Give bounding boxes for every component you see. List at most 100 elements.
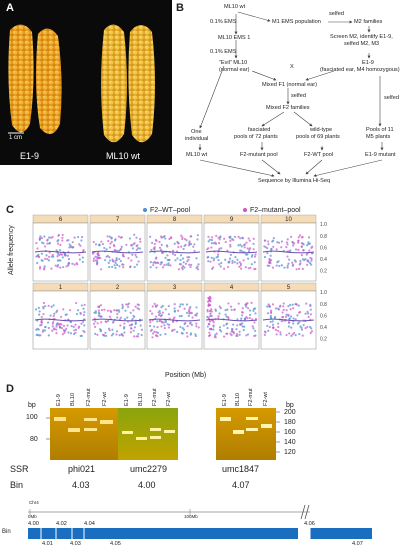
wt-point	[152, 325, 156, 328]
wt-point	[61, 256, 64, 259]
wt-point	[58, 248, 62, 252]
mutant-point	[168, 237, 171, 241]
wt-point	[239, 262, 242, 265]
wt-point	[272, 239, 275, 242]
fc-selfed-mid: selfed	[291, 93, 306, 99]
wt-point	[220, 261, 223, 265]
mutant-point	[190, 311, 193, 315]
wt-point	[247, 257, 250, 260]
mutant-point	[294, 248, 298, 251]
mutant-point	[211, 267, 214, 270]
mutant-point	[136, 303, 139, 306]
mutant-point	[106, 309, 110, 312]
mutant-point	[154, 257, 157, 260]
wt-point	[225, 315, 228, 318]
wt-point	[123, 318, 127, 321]
mutant-point	[275, 248, 278, 251]
fc-f2-wt-pool: F2-WT pool	[304, 152, 334, 158]
mutant-point	[154, 304, 157, 307]
wt-point	[70, 325, 73, 328]
wt-point	[252, 327, 255, 330]
mutant-point	[161, 266, 165, 269]
wt-point	[197, 263, 200, 266]
mutant-point	[110, 240, 113, 243]
mutant-point	[38, 237, 41, 240]
mutant-point	[253, 255, 257, 258]
wt-point	[279, 333, 282, 336]
mutant-point	[295, 268, 298, 271]
mutant-point	[61, 236, 64, 239]
bin-bottom-4-03: 4.03	[70, 541, 81, 547]
wt-point	[121, 305, 125, 308]
wt-point	[47, 259, 51, 262]
mutant-point	[78, 253, 81, 257]
wt-point	[111, 265, 114, 269]
mutant-point	[122, 253, 125, 256]
mutant-point	[209, 260, 212, 263]
mutant-point	[96, 333, 99, 336]
mutant-point	[127, 302, 131, 305]
mutant-point	[184, 321, 187, 325]
mutant-point	[278, 241, 281, 244]
wt-point	[289, 315, 293, 318]
mutant-point	[110, 310, 113, 313]
gel-bp-left: bp	[28, 402, 36, 409]
mutant-point	[162, 321, 165, 324]
mutant-point	[217, 315, 220, 318]
wt-point	[83, 311, 86, 314]
wt-point	[269, 320, 272, 324]
wt-point	[236, 262, 239, 265]
fc-ems2: 0.1% EMS	[210, 49, 237, 55]
mutant-point	[300, 245, 303, 248]
ssr-gel-panel: bp 100 80 bp 200 180 160 140 120 E1-9 BL…	[0, 384, 402, 550]
chromosome-label-1: 1	[59, 285, 63, 291]
wt-point	[307, 312, 310, 315]
mutant-point	[96, 322, 99, 325]
mutant-point	[91, 252, 95, 255]
wt-point	[173, 307, 176, 310]
wt-point	[176, 257, 179, 260]
panel-label-d: D	[6, 383, 14, 395]
wt-point	[80, 322, 83, 325]
wt-point	[274, 307, 278, 310]
mutant-point	[119, 247, 123, 250]
wt-point	[104, 331, 107, 334]
wt-point	[229, 243, 232, 246]
mutant-point	[152, 263, 155, 267]
mutant-point	[138, 237, 142, 241]
mutant-point	[133, 242, 136, 245]
wt-point	[117, 308, 120, 312]
mutant-point	[94, 259, 97, 262]
chromosome-label-3: 3	[173, 285, 177, 291]
mutant-point	[208, 323, 211, 326]
wt-point	[115, 263, 119, 267]
mutant-point	[216, 253, 220, 256]
mutant-point	[281, 315, 285, 319]
mutant-point	[271, 266, 275, 269]
fc-pools-2: M5 plants	[366, 134, 391, 140]
wt-point	[135, 236, 138, 239]
wt-point	[123, 331, 126, 334]
mutant-point	[229, 305, 233, 308]
wt-point	[190, 323, 193, 326]
mutant-point	[133, 326, 137, 329]
mutant-point	[100, 240, 103, 243]
wt-point	[248, 313, 252, 317]
wt-point	[308, 325, 312, 329]
mutant-point	[97, 309, 101, 312]
mutant-point	[82, 313, 86, 317]
mutant-point	[94, 320, 97, 323]
mutant-point	[47, 304, 50, 307]
mutant-point	[309, 331, 312, 335]
mutant-point	[157, 311, 160, 314]
wt-point	[67, 257, 71, 261]
scale-bar-label: 1 cm	[9, 135, 23, 141]
mutant-point	[252, 248, 255, 251]
wt-point	[50, 305, 53, 308]
wt-point	[218, 326, 222, 329]
wt-point	[237, 244, 240, 247]
wt-point	[130, 323, 134, 326]
mutant-point	[57, 323, 61, 326]
mutant-point	[294, 260, 297, 263]
mutant-point	[156, 335, 159, 338]
